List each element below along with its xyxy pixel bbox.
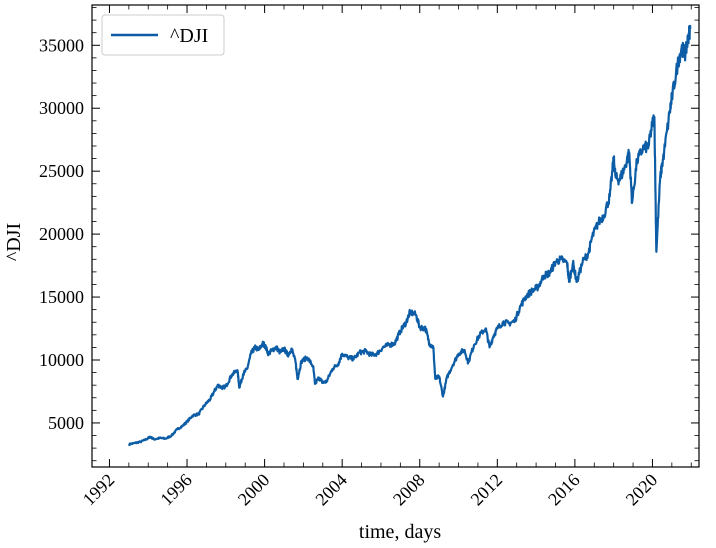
y-tick-label: 20000 xyxy=(39,224,84,244)
plot-area xyxy=(127,24,692,447)
x-tick-label: 2016 xyxy=(544,470,584,510)
x-tick-label: 2008 xyxy=(389,470,429,510)
y-tick-label: 35000 xyxy=(39,35,84,55)
y-tick-label: 10000 xyxy=(39,350,84,370)
legend-label-dji: ^DJI xyxy=(170,25,208,47)
y-tick-label: 15000 xyxy=(39,287,84,307)
legend: ^DJI xyxy=(101,14,225,56)
x-tick-label: 2012 xyxy=(467,470,507,510)
x-tick-label: 1996 xyxy=(156,470,196,510)
x-tick-label: 2020 xyxy=(622,470,662,510)
series-line-0 xyxy=(127,24,692,447)
x-axis-label: time, days xyxy=(359,521,441,543)
legend-frame xyxy=(101,14,225,56)
y-tick-label: 5000 xyxy=(48,413,84,433)
x-tick-label: 2000 xyxy=(234,470,274,510)
axis-ticks xyxy=(92,5,699,467)
y-tick-label: 25000 xyxy=(39,161,84,181)
x-tick-label: 2004 xyxy=(311,470,351,510)
y-tick-label: 30000 xyxy=(39,98,84,118)
y-axis-label: ^DJI xyxy=(3,223,25,261)
plot-frame xyxy=(91,4,700,468)
x-tick-label: 1992 xyxy=(79,470,119,510)
